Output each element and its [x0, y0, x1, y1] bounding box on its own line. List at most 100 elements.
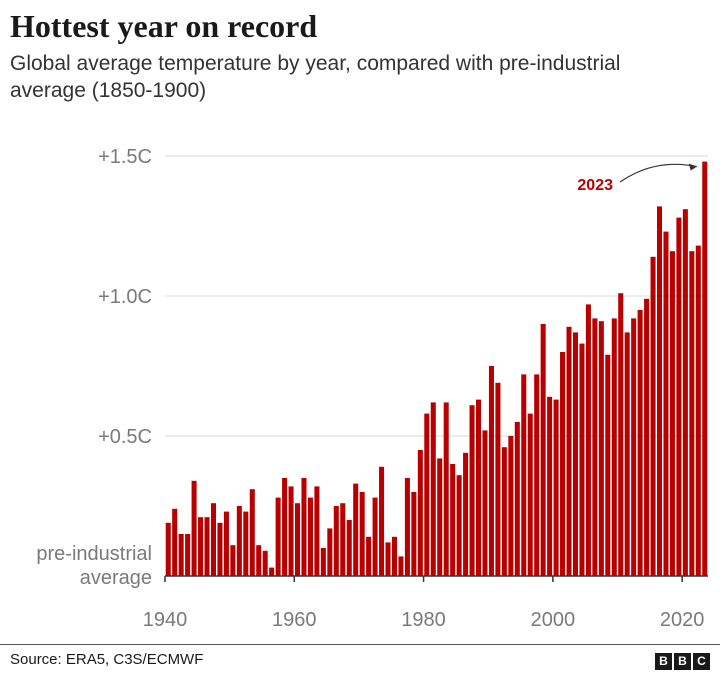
bar-1961 [301, 478, 307, 576]
bar-1981 [430, 402, 436, 576]
bar-2007 [598, 321, 604, 576]
bar-1951 [236, 506, 242, 576]
x-tick-label: 2000 [531, 609, 576, 631]
bar-1976 [398, 556, 404, 576]
bar-1941 [172, 508, 178, 576]
bar-1948 [217, 522, 223, 576]
bar-2015 [650, 256, 656, 576]
bar-2020 [682, 209, 688, 576]
annotation-label: 2023 [577, 177, 613, 194]
bar-2000 [553, 399, 559, 576]
annotations: 2023 [577, 163, 697, 194]
bar-2004 [579, 343, 585, 576]
bar-1998 [540, 324, 546, 576]
annotation-arrowhead [688, 163, 697, 171]
bar-1991 [495, 382, 501, 576]
bar-1947 [210, 503, 216, 576]
bar-1946 [204, 517, 210, 576]
bar-1994 [514, 422, 520, 576]
bar-1974 [385, 542, 391, 576]
bar-2001 [560, 352, 566, 576]
x-tick-label: 1940 [143, 609, 188, 631]
bar-1986 [463, 452, 469, 576]
bar-1973 [379, 466, 385, 576]
x-tick-label: 2020 [660, 609, 705, 631]
footer-divider [0, 644, 720, 645]
bar-2019 [676, 217, 682, 576]
bar-1995 [521, 374, 527, 576]
bar-1987 [469, 405, 475, 576]
bar-1980 [424, 413, 430, 576]
y-tick-label-line: +1.0C [98, 286, 152, 308]
y-tick-label: +0.5C [98, 426, 152, 448]
bars [165, 161, 708, 576]
y-tick-label-line: average [80, 567, 152, 589]
bar-1988 [476, 399, 482, 576]
bar-1972 [372, 497, 378, 576]
bar-1967 [340, 503, 346, 576]
bar-1944 [191, 480, 197, 576]
bar-1958 [282, 478, 288, 576]
bar-2013 [637, 310, 643, 576]
bar-1993 [508, 436, 514, 576]
bar-2003 [572, 332, 578, 576]
bar-1964 [320, 548, 326, 576]
bar-1957 [275, 497, 281, 576]
bar-2014 [644, 298, 650, 576]
bar-1978 [411, 492, 417, 576]
bar-1999 [547, 396, 553, 576]
bar-1940 [165, 522, 171, 576]
bar-1950 [230, 545, 236, 576]
bar-2009 [611, 318, 617, 576]
source-note: Source: ERA5, C3S/ECMWF [10, 651, 204, 668]
bar-1985 [456, 475, 462, 576]
bbc-logo: B B C [655, 653, 710, 670]
bar-1984 [450, 464, 456, 576]
axes: pre-industrial average +0.5C +1.0C +1.5C 1940… [36, 146, 708, 631]
bar-1992 [501, 447, 507, 576]
bar-2016 [657, 206, 663, 576]
y-tick-label: +1.0C [98, 286, 152, 308]
bar-2022 [695, 245, 701, 576]
bar-1949 [223, 511, 229, 576]
bar-2008 [605, 354, 611, 576]
bar-2006 [592, 318, 598, 576]
annotation-arrow-line [619, 163, 697, 183]
y-tick-label: pre-industrial average [36, 543, 152, 589]
chart-title: Hottest year on record [10, 8, 318, 44]
bar-2018 [669, 251, 675, 576]
y-tick-label-line: +0.5C [98, 426, 152, 448]
bar-2005 [585, 304, 591, 576]
bar-1945 [198, 517, 204, 576]
bar-1952 [243, 511, 249, 576]
x-tick-label: 1960 [272, 609, 317, 631]
bar-1970 [359, 492, 365, 576]
y-tick-label: +1.5C [98, 146, 152, 168]
bar-1983 [443, 402, 449, 576]
bar-2012 [631, 318, 637, 576]
bar-1962 [307, 497, 313, 576]
logo-letter: B [674, 653, 691, 670]
bar-1971 [366, 536, 372, 576]
logo-letter: C [693, 653, 710, 670]
bar-1966 [333, 506, 339, 576]
bar-1968 [346, 520, 352, 576]
bar-1963 [314, 486, 320, 576]
bar-1996 [527, 413, 533, 576]
bar-1942 [178, 534, 184, 576]
bar-1959 [288, 486, 294, 576]
logo-letter: B [655, 653, 672, 670]
bar-1953 [249, 489, 255, 576]
bar-1943 [185, 534, 191, 576]
bar-1969 [353, 483, 359, 576]
bar-1975 [391, 536, 397, 576]
y-tick-label-line: pre-industrial [36, 543, 152, 565]
x-tick-label: 1980 [401, 609, 446, 631]
bar-2021 [689, 251, 695, 576]
bar-2010 [618, 293, 624, 576]
bar-1990 [488, 366, 494, 576]
bar-1977 [404, 478, 410, 576]
bar-1954 [256, 545, 262, 576]
bar-2023 [702, 161, 708, 576]
bar-1960 [295, 503, 301, 576]
